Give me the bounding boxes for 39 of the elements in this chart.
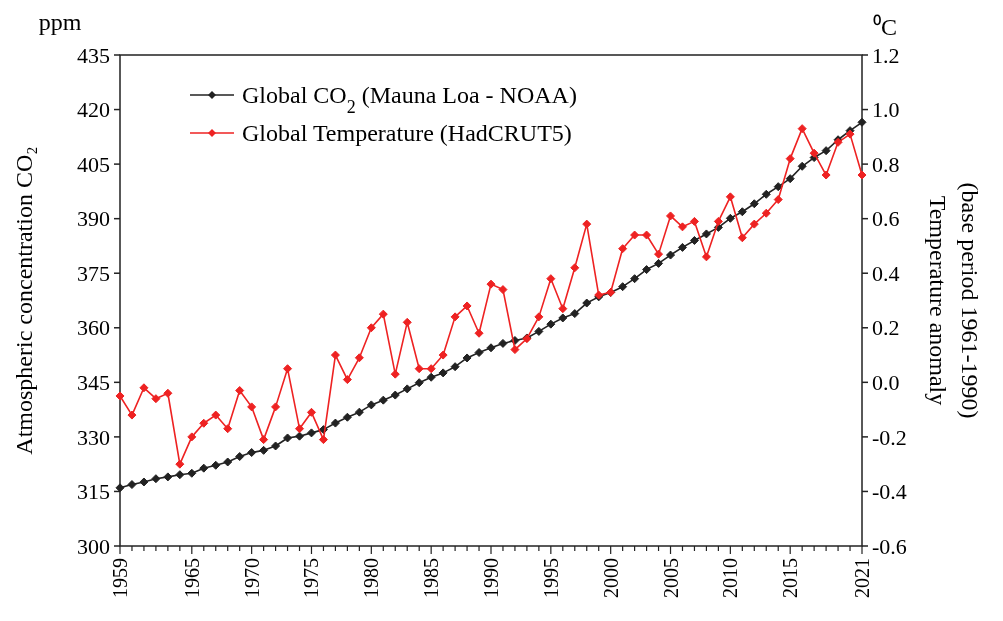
y-tick-label: 375 bbox=[77, 260, 110, 286]
x-tick-label: 2005 bbox=[659, 558, 682, 598]
y2-tick-label: -0.4 bbox=[872, 479, 907, 505]
y2-tick-label: 0.4 bbox=[872, 260, 900, 286]
y-tick-label: 390 bbox=[77, 206, 110, 232]
x-tick-label: 1985 bbox=[420, 558, 443, 598]
legend-label: Global Temperature (HadCRUT5) bbox=[242, 120, 572, 147]
y2-tick-label: -0.2 bbox=[872, 424, 907, 450]
y-tick-label: 330 bbox=[77, 424, 110, 450]
y-tick-label: 315 bbox=[77, 479, 110, 505]
legend-label: Global CO$_{2}$ (Mauna Loa - NOAA) bbox=[242, 82, 577, 118]
x-tick-label: 1959 bbox=[109, 558, 131, 598]
x-tick-label: 2015 bbox=[779, 558, 802, 598]
y2-tick-label: 0.6 bbox=[872, 206, 900, 232]
x-tick-label: 2021 bbox=[851, 558, 873, 598]
x-tick-label: 2000 bbox=[599, 558, 622, 598]
y-tick-label: 345 bbox=[77, 370, 110, 396]
x-tick-label: 1980 bbox=[360, 558, 383, 598]
y2-tick-label: 1.2 bbox=[872, 42, 900, 68]
x-tick-label: 1975 bbox=[300, 558, 323, 598]
y-tick-label: 405 bbox=[77, 151, 110, 177]
y2-tick-label: 0.8 bbox=[872, 151, 900, 177]
y2-tick-label: 1.0 bbox=[872, 97, 900, 123]
text: ppm bbox=[38, 9, 82, 35]
x-tick-label: 2010 bbox=[719, 558, 742, 598]
y2-tick-label: 0.0 bbox=[872, 370, 900, 396]
y-tick-label: 420 bbox=[77, 97, 110, 123]
y2-tick-label: 0.2 bbox=[872, 315, 900, 341]
x-tick-label: 1995 bbox=[539, 558, 562, 598]
y-tick-label: 435 bbox=[77, 42, 110, 68]
y-axis-title: Atmospheric concentration CO₂ bbox=[11, 146, 37, 455]
x-tick-label: 1970 bbox=[240, 558, 263, 598]
y2-axis-title: Temperature anomaly (base period 1961-1990) bbox=[925, 182, 983, 419]
x-tick-label: 1965 bbox=[180, 558, 203, 598]
text: ⁰C bbox=[872, 14, 898, 40]
y-tick-label: 360 bbox=[77, 315, 110, 341]
y-tick-label: 300 bbox=[77, 533, 110, 559]
x-tick-label: 1990 bbox=[480, 558, 502, 598]
y2-tick-label: -0.6 bbox=[872, 533, 907, 559]
